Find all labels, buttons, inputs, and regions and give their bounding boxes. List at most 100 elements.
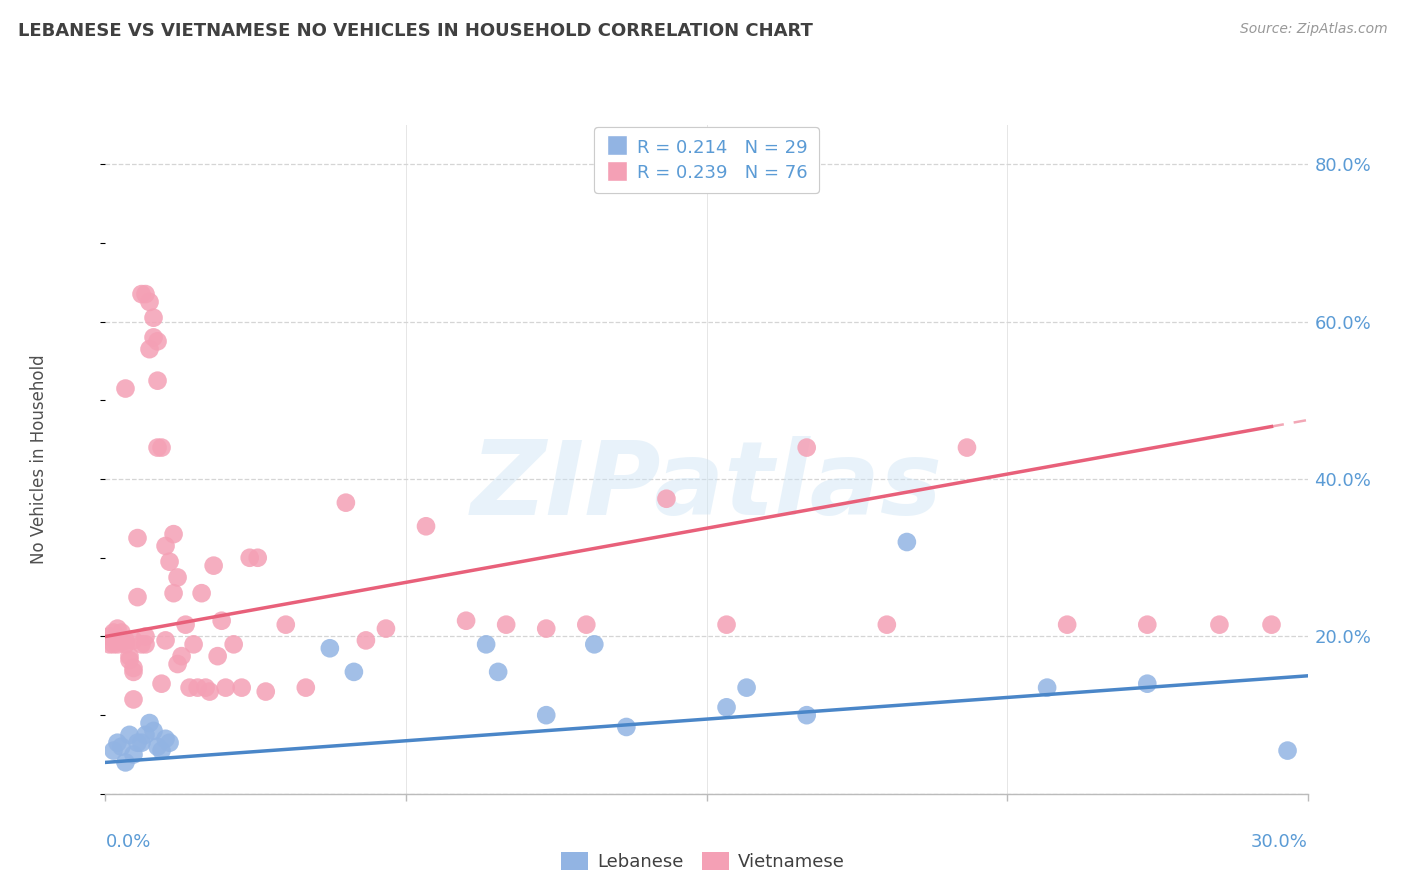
Point [166,570,188,584]
Point [170,649,193,664]
Point [110,739,132,754]
Point [110,625,132,640]
Point [122,665,145,679]
Point [138,716,160,731]
Point [174,617,197,632]
Point [655,491,678,506]
Point [183,637,205,651]
Point [876,617,898,632]
Point [107,736,129,750]
Point [534,622,557,636]
Point [211,614,233,628]
Point [122,692,145,706]
Point [103,625,125,640]
Point [146,374,169,388]
Point [716,700,738,714]
Point [135,630,157,644]
Point [98,630,121,644]
Point [150,743,173,757]
Point [319,641,342,656]
Text: 0.0%: 0.0% [105,833,150,851]
Point [107,622,129,636]
Point [114,382,136,396]
Point [142,723,165,738]
Point [343,665,366,679]
Point [110,633,132,648]
Point [486,665,509,679]
Point [207,649,229,664]
Point [583,637,606,651]
Point [454,614,477,628]
Point [131,637,153,651]
Point [187,681,209,695]
Point [150,441,173,455]
Text: ZIPatlas: ZIPatlas [471,435,942,537]
Text: 30.0%: 30.0% [1251,833,1308,851]
Point [1136,617,1159,632]
Point [198,684,221,698]
Point [254,684,277,698]
Point [118,728,141,742]
Point [155,539,177,553]
Point [274,617,297,632]
Legend: R = 0.214   N = 29, R = 0.239   N = 76: R = 0.214 N = 29, R = 0.239 N = 76 [595,128,818,193]
Point [575,617,598,632]
Point [118,649,141,664]
Point [956,441,979,455]
Point [127,590,149,604]
Point [716,617,738,632]
Point [1036,681,1059,695]
Point [135,728,157,742]
Point [1277,743,1299,757]
Point [335,496,357,510]
Point [135,637,157,651]
Point [796,708,818,723]
Point [142,330,165,344]
Text: LEBANESE VS VIETNAMESE NO VEHICLES IN HOUSEHOLD CORRELATION CHART: LEBANESE VS VIETNAMESE NO VEHICLES IN HO… [18,22,813,40]
Point [354,633,377,648]
Point [495,617,517,632]
Point [118,653,141,667]
Point [162,527,184,541]
Point [246,550,269,565]
Point [114,756,136,770]
Text: Source: ZipAtlas.com: Source: ZipAtlas.com [1240,22,1388,37]
Point [190,586,212,600]
Point [166,657,188,671]
Point [122,747,145,762]
Point [146,334,169,349]
Point [374,622,398,636]
Point [534,708,557,723]
Point [142,310,165,325]
Point [155,731,177,746]
Point [222,637,245,651]
Point [138,295,160,310]
Point [1056,617,1078,632]
Point [114,633,136,648]
Point [155,633,177,648]
Point [122,633,145,648]
Point [103,637,125,651]
Point [1260,617,1282,632]
Point [415,519,437,533]
Point [295,681,318,695]
Point [127,736,149,750]
Point [896,535,918,549]
Point [122,661,145,675]
Legend: Lebanese, Vietnamese: Lebanese, Vietnamese [554,846,852,879]
Text: No Vehicles in Household: No Vehicles in Household [31,354,48,565]
Point [131,287,153,301]
Point [103,743,125,757]
Point [98,637,121,651]
Point [179,681,201,695]
Point [107,637,129,651]
Point [616,720,638,734]
Point [475,637,498,651]
Point [127,531,149,545]
Point [146,441,169,455]
Point [150,676,173,690]
Point [194,681,217,695]
Point [135,287,157,301]
Point [138,342,160,356]
Point [214,681,236,695]
